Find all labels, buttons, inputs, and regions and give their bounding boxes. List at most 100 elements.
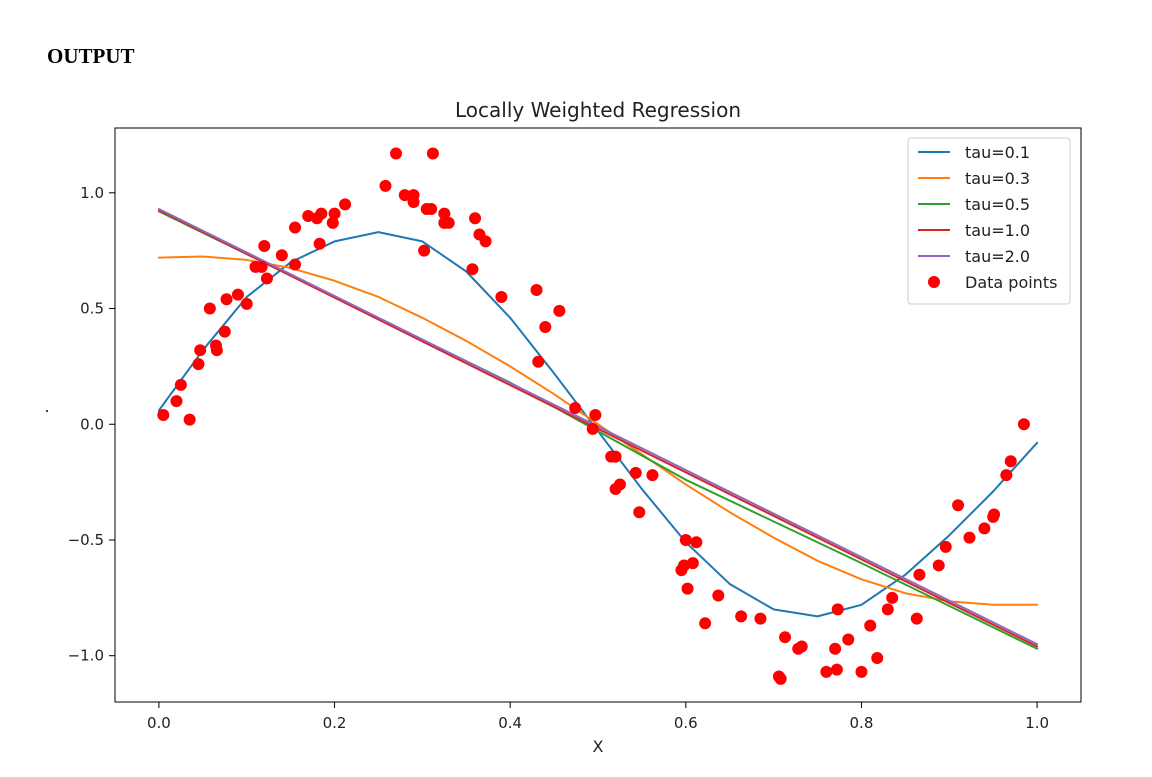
legend-label-4: tau=2.0 — [965, 247, 1030, 266]
data-point-3 — [183, 413, 196, 426]
data-point-42 — [479, 235, 492, 248]
data-point-43 — [495, 290, 508, 303]
data-point-93 — [1004, 455, 1017, 468]
data-point-28 — [390, 147, 403, 160]
data-point-1 — [170, 395, 183, 408]
data-point-22 — [313, 237, 326, 250]
data-point-57 — [646, 469, 659, 482]
data-point-18 — [289, 258, 302, 271]
data-point-83 — [910, 612, 923, 625]
data-point-8 — [210, 344, 223, 357]
data-point-85 — [932, 559, 945, 572]
data-point-67 — [754, 612, 767, 625]
data-point-91 — [988, 508, 1001, 521]
data-point-47 — [553, 304, 566, 317]
data-point-81 — [881, 603, 894, 616]
data-point-73 — [820, 665, 833, 678]
data-point-11 — [231, 288, 244, 301]
axis-ticks: 0.0 0.2 0.4 0.6 0.8 1.0 −1.0 −0.5 0.0 0.5 1.0 — [68, 184, 1049, 732]
data-point-80 — [871, 652, 884, 665]
x-tick-label-1: 0.2 — [323, 714, 347, 732]
data-point-44 — [530, 284, 543, 297]
x-tick-label-2: 0.4 — [498, 714, 522, 732]
y-tick-label-1: −0.5 — [68, 531, 104, 549]
data-point-77 — [842, 633, 855, 646]
data-point-53 — [609, 450, 622, 463]
data-point-32 — [418, 244, 431, 257]
data-point-86 — [939, 540, 952, 553]
data-point-72 — [795, 640, 808, 653]
x-tick-label-5: 1.0 — [1025, 714, 1049, 732]
y-tick-label-2: 0.0 — [80, 415, 104, 433]
data-point-65 — [712, 589, 725, 602]
data-point-79 — [864, 619, 877, 632]
scatter-points — [157, 147, 1030, 685]
legend: tau=0.1 tau=0.3 tau=0.5 tau=1.0 tau=2.0 Data … — [907, 137, 1071, 305]
data-point-19 — [289, 221, 302, 234]
data-point-48 — [569, 402, 582, 415]
data-point-74 — [829, 642, 842, 655]
y-tick-label-3: 0.5 — [80, 300, 104, 318]
data-point-92 — [1000, 469, 1013, 482]
data-point-60 — [679, 533, 692, 546]
data-point-5 — [194, 344, 207, 357]
x-axis-label: X — [593, 737, 604, 756]
data-point-94 — [1017, 418, 1030, 431]
data-point-26 — [339, 198, 352, 211]
data-point-17 — [275, 249, 288, 262]
data-point-61 — [681, 582, 694, 595]
data-point-14 — [255, 260, 268, 273]
data-point-37 — [438, 207, 451, 220]
data-point-12 — [240, 297, 253, 310]
data-point-6 — [203, 302, 216, 315]
y-tick-label-0: −1.0 — [68, 647, 104, 665]
data-point-89 — [978, 522, 991, 535]
legend-box — [907, 137, 1071, 305]
data-point-75 — [830, 663, 843, 676]
data-point-23 — [315, 207, 328, 220]
data-point-10 — [220, 293, 233, 306]
legend-label-3: tau=1.0 — [965, 221, 1030, 240]
data-point-29 — [398, 189, 411, 202]
data-point-24 — [326, 216, 339, 229]
data-point-46 — [539, 321, 552, 334]
data-point-87 — [952, 499, 965, 512]
data-point-34 — [425, 203, 438, 216]
data-point-84 — [913, 568, 926, 581]
data-point-38 — [442, 216, 455, 229]
data-point-25 — [328, 207, 341, 220]
data-point-82 — [886, 591, 899, 604]
legend-label-1: tau=0.3 — [965, 169, 1030, 188]
data-point-40 — [469, 212, 482, 225]
y-tick-label-4: 1.0 — [80, 184, 104, 202]
output-heading: OUTPUT — [47, 44, 135, 68]
data-point-54 — [613, 478, 626, 491]
data-point-63 — [690, 536, 703, 549]
data-point-31 — [407, 189, 420, 202]
data-point-16 — [260, 272, 273, 285]
x-tick-label-0: 0.0 — [147, 714, 171, 732]
series-line-1 — [157, 255, 1039, 606]
legend-label-0: tau=0.1 — [965, 143, 1030, 162]
data-point-69 — [774, 672, 787, 685]
legend-label-5: Data points — [965, 273, 1057, 292]
data-point-50 — [589, 409, 602, 421]
data-point-2 — [174, 378, 187, 391]
plot-frame — [114, 127, 1082, 703]
data-point-76 — [831, 603, 844, 616]
chart-title: Locally Weighted Regression — [455, 98, 741, 122]
legend-swatch-5 — [928, 276, 940, 288]
data-point-9 — [218, 325, 231, 338]
x-tick-label-4: 0.8 — [850, 714, 874, 732]
data-point-45 — [532, 355, 545, 368]
data-point-62 — [686, 557, 699, 570]
data-point-64 — [699, 617, 712, 630]
data-point-55 — [629, 466, 642, 479]
data-point-70 — [779, 631, 792, 644]
data-point-4 — [192, 358, 205, 371]
data-point-27 — [379, 179, 392, 192]
data-point-88 — [963, 531, 976, 544]
y-axis-label: . — [44, 397, 49, 416]
data-point-0 — [157, 409, 170, 421]
